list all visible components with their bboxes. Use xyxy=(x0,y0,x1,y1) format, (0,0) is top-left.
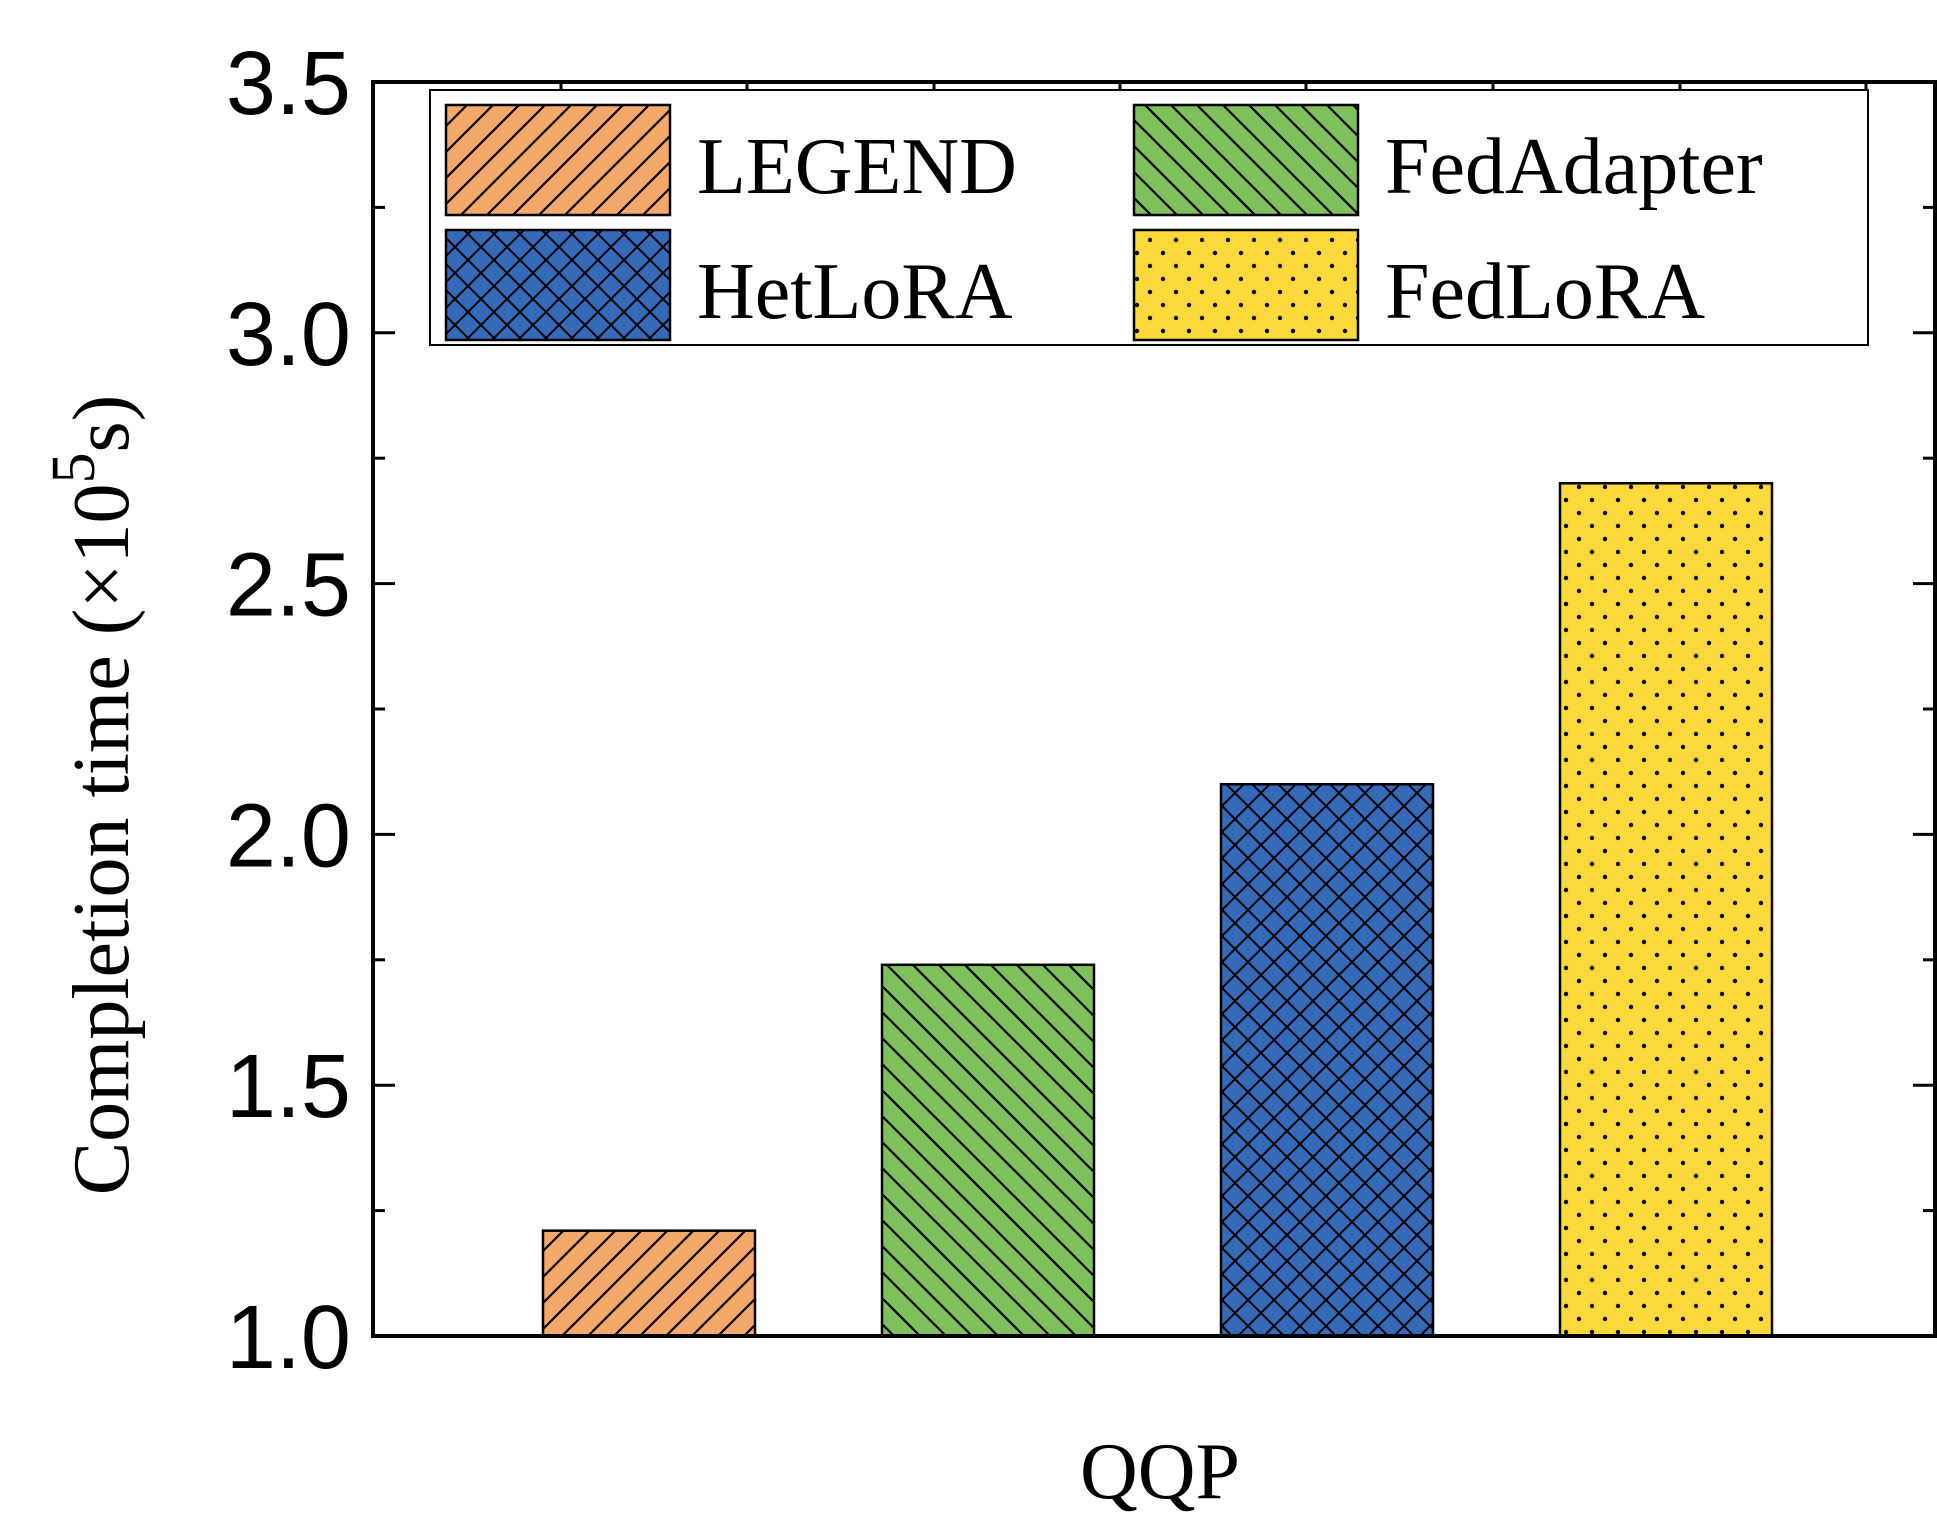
legend-item-fedadapter: FedAdapter xyxy=(1132,103,1763,217)
legend-swatch xyxy=(444,228,672,342)
bar-legend xyxy=(541,1229,757,1338)
y-axis-title-suffix: s) xyxy=(58,395,146,453)
bar-hetlora xyxy=(1219,782,1435,1338)
legend-label: HetLoRA xyxy=(697,248,1013,336)
legend-swatch xyxy=(444,103,672,217)
legend-swatch xyxy=(1132,103,1360,217)
legend-item-legend: LEGEND xyxy=(444,103,1017,217)
y-tick-label: 3.0 xyxy=(226,285,351,385)
legend-label: FedAdapter xyxy=(1385,123,1763,211)
y-tick-label: 1.5 xyxy=(226,1037,351,1137)
y-axis-title-main: Completion time (×10 xyxy=(58,484,146,1196)
legend-label: LEGEND xyxy=(697,123,1017,211)
bar-fedlora xyxy=(1558,482,1774,1338)
legend: LEGEND FedAdapter HetLoRA FedLoRA xyxy=(429,89,1869,346)
bar-fedadapter xyxy=(880,963,1096,1338)
legend-label: FedLoRA xyxy=(1385,248,1705,336)
x-axis-title: QQP xyxy=(1080,1428,1240,1516)
y-tick-label: 1.0 xyxy=(226,1288,351,1388)
y-tick-label: 2.5 xyxy=(226,536,351,636)
y-tick-label: 3.5 xyxy=(226,34,351,134)
legend-swatch xyxy=(1132,228,1360,342)
legend-item-hetlora: HetLoRA xyxy=(444,228,1013,342)
legend-item-fedlora: FedLoRA xyxy=(1132,228,1705,342)
y-axis-title-sup: 5 xyxy=(40,453,108,484)
y-tick-label: 2.0 xyxy=(226,786,351,886)
plot-frame xyxy=(371,80,1937,1338)
bars xyxy=(541,482,1774,1338)
y-axis-title: Completion time (×105s) xyxy=(40,395,146,1196)
y-ticks: 1.0 1.5 2.0 2.5 3.0 3.5 xyxy=(226,34,1935,1388)
